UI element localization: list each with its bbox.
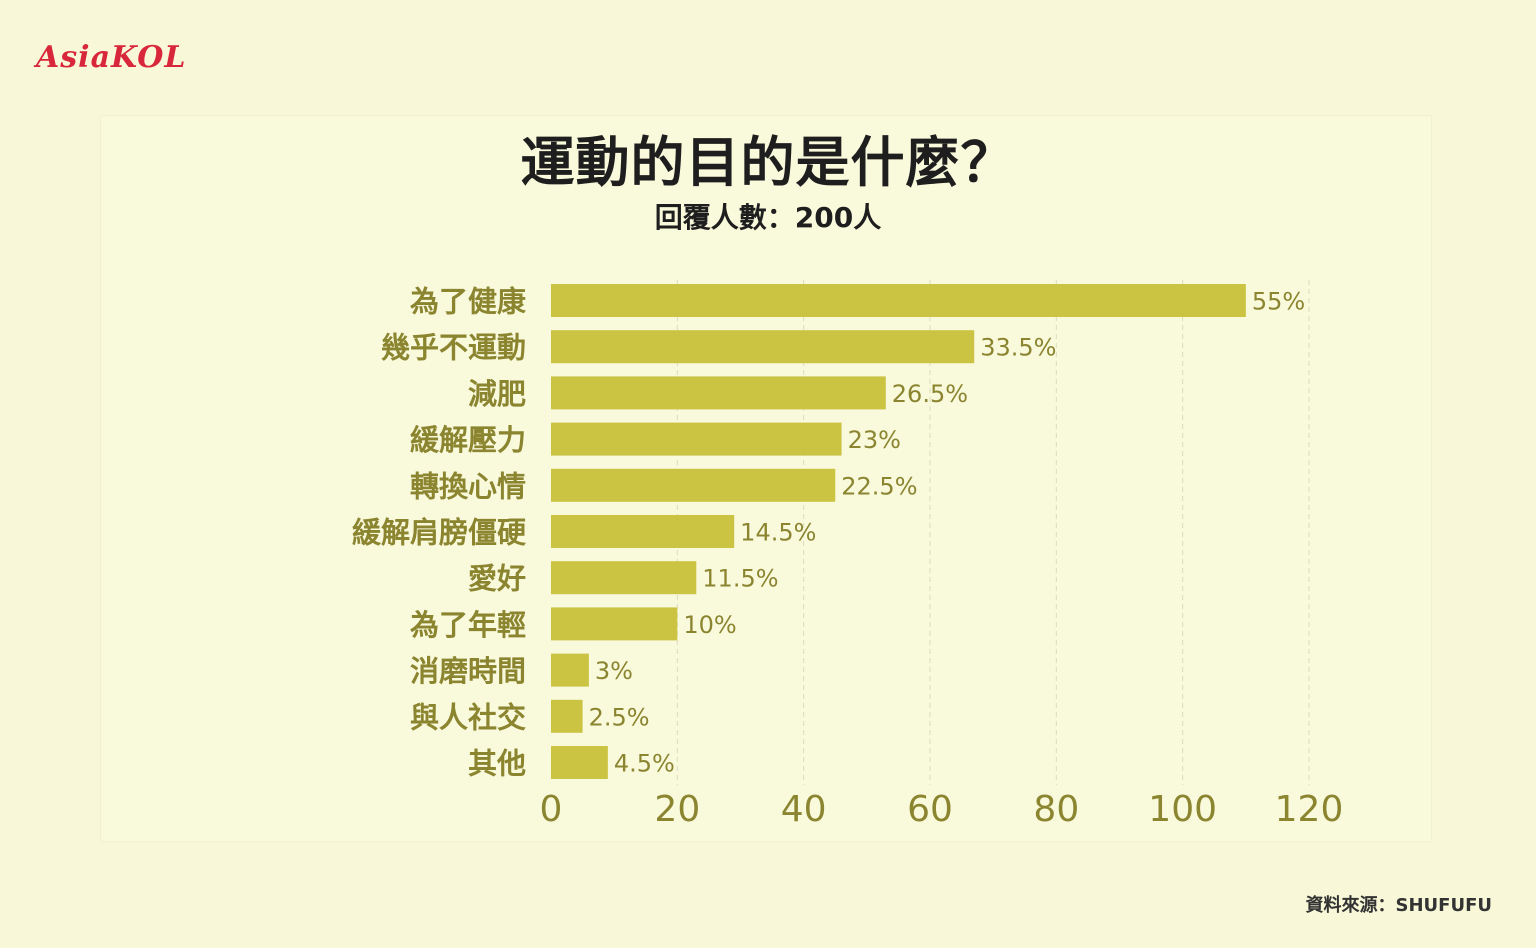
bar [551,653,589,687]
value-label: 10% [683,611,736,639]
category-label: 消磨時間 [410,654,526,688]
value-label: 11.5% [702,565,778,593]
x-tick-label: 20 [654,789,700,830]
x-tick-label: 0 [540,789,563,830]
category-label: 與人社交 [410,700,526,734]
category-label: 其他 [468,747,526,781]
bar [551,515,735,548]
category-label: 愛好 [468,562,526,596]
bar [551,561,697,595]
value-label: 2.5% [589,703,650,731]
bar [551,284,1246,317]
x-tick-label: 80 [1033,789,1079,830]
value-label: 26.5% [892,380,968,408]
chart-title: 運動的目的是什麼？ [520,131,1016,194]
chart-subtitle: 回覆人數：200人 [654,201,882,234]
bar [551,422,842,456]
category-label: 為了年輕 [410,608,526,642]
value-label: 23% [848,426,901,454]
bar [551,330,975,364]
value-label: 55% [1252,288,1305,316]
x-tick-label: 120 [1275,789,1344,830]
asiakol-logo: AsiaKOL [36,40,187,75]
value-label: 22.5% [841,472,917,500]
category-label: 緩解壓力 [410,423,526,457]
value-label: 4.5% [614,750,675,778]
category-label: 幾乎不運動 [381,331,526,365]
category-label: 減肥 [468,377,526,411]
source-note: 資料來源：SHUFUFU [1305,895,1492,916]
bar [551,746,608,779]
category-label: 緩解肩膀僵硬 [352,516,527,550]
bar [551,376,886,410]
value-label: 33.5% [980,334,1056,362]
bar [551,699,583,733]
x-tick-label: 40 [781,789,827,830]
category-label: 為了健康 [410,285,527,319]
x-tick-label: 60 [907,789,953,830]
category-label: 轉換心情 [410,469,526,503]
value-label: 3% [595,657,633,685]
value-label: 14.5% [740,519,816,547]
bar [551,607,678,641]
x-tick-label: 100 [1148,789,1217,830]
bar [551,468,836,502]
